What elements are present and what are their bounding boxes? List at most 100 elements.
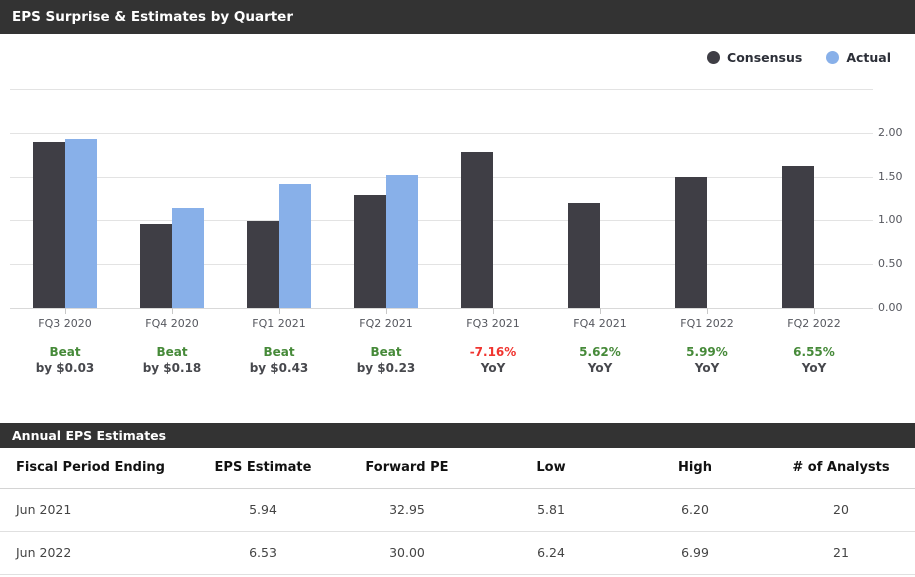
surprise-annotation: Beat by $0.18: [119, 344, 225, 376]
legend-label-actual: Actual: [846, 50, 891, 65]
consensus-swatch-icon: [707, 51, 721, 64]
column-header: Forward PE: [335, 448, 479, 489]
table-cell: 6.53: [191, 531, 335, 575]
annual-eps-section: Annual EPS Estimates Fiscal Period Endin…: [0, 423, 915, 575]
x-axis-label: FQ4 2020: [145, 317, 199, 330]
table-cell: 6.24: [479, 531, 623, 575]
consensus-bar[interactable]: [675, 176, 707, 308]
consensus-bar[interactable]: [354, 195, 386, 308]
consensus-bar[interactable]: [33, 141, 65, 308]
surprise-detail: by $0.43: [249, 361, 309, 375]
y-axis-label: 1.50: [878, 169, 903, 183]
x-axis-label: FQ1 2021: [252, 317, 306, 330]
table-cell: 21: [767, 531, 915, 575]
surprise-annotation: 5.62% YoY: [547, 344, 653, 376]
table-body: Jun 2021 5.94 32.95 5.81 6.20 20 Jun 2022 6.53 3…: [0, 488, 915, 575]
surprise-detail: by $0.03: [35, 361, 95, 375]
x-axis-tick: [813, 308, 815, 314]
chart-legend: Consensus Actual: [707, 50, 891, 65]
y-axis-label: 1.00: [878, 213, 903, 227]
x-axis-label: FQ2 2022: [787, 317, 841, 330]
table-section-title: Annual EPS Estimates: [12, 428, 167, 443]
surprise-value: Beat: [263, 345, 295, 359]
x-axis-tick: [599, 308, 601, 314]
consensus-bar[interactable]: [461, 152, 493, 308]
table-cell: 5.94: [191, 488, 335, 532]
x-axis-label: FQ1 2022: [680, 317, 734, 330]
x-axis-tick: [64, 308, 66, 314]
x-axis-label: FQ4 2021: [573, 317, 627, 330]
legend-label-consensus: Consensus: [727, 50, 803, 65]
surprise-detail: YoY: [694, 361, 720, 375]
table-cell: 6.20: [623, 488, 767, 532]
x-axis-tick: [171, 308, 173, 314]
surprise-detail: by $0.23: [356, 361, 416, 375]
eps-surprise-chart: Consensus Actual 2.00 1.50 1.00 0.50 0.00 FQ3…: [0, 34, 915, 423]
actual-bar[interactable]: [279, 183, 311, 308]
surprise-annotation: Beat by $0.03: [12, 344, 118, 376]
x-axis-tick: [706, 308, 708, 314]
gridline: [10, 308, 873, 309]
plot-area: 2.00 1.50 1.00 0.50 0.00 FQ3 2020 Beat by $0.03…: [0, 34, 915, 423]
actual-bar[interactable]: [65, 138, 97, 308]
table-row: Jun 2021 5.94 32.95 5.81 6.20 20: [0, 488, 915, 532]
gridline: [10, 89, 873, 90]
gridline: [10, 176, 873, 178]
table-cell: 6.99: [623, 531, 767, 575]
consensus-bar[interactable]: [782, 166, 814, 308]
table-cell: 32.95: [335, 488, 479, 532]
actual-bar[interactable]: [172, 208, 204, 308]
consensus-bar[interactable]: [247, 221, 279, 308]
surprise-annotation: Beat by $0.43: [226, 344, 332, 376]
surprise-value: -7.16%: [469, 345, 517, 359]
table-row: Jun 2022 6.53 30.00 6.24 6.99 21: [0, 531, 915, 575]
chart-section-header: EPS Surprise & Estimates by Quarter: [0, 0, 915, 34]
y-axis-label: 0.50: [878, 257, 903, 271]
table-cell: 20: [767, 488, 915, 532]
eps-surprise-section: EPS Surprise & Estimates by Quarter Cons…: [0, 0, 915, 423]
table-cell: 5.81: [479, 488, 623, 532]
x-axis-tick: [278, 308, 280, 314]
table-cell: Jun 2022: [0, 531, 191, 575]
surprise-annotation: -7.16% YoY: [440, 344, 546, 376]
gridline: [10, 264, 873, 266]
surprise-detail: YoY: [587, 361, 613, 375]
surprise-value: 6.55%: [793, 345, 835, 359]
column-header: EPS Estimate: [191, 448, 335, 489]
x-axis-label: FQ3 2021: [466, 317, 520, 330]
chart-section-title: EPS Surprise & Estimates by Quarter: [12, 9, 293, 25]
y-axis-label: 0.00: [878, 301, 903, 314]
surprise-annotation: Beat by $0.23: [333, 344, 439, 376]
x-axis-label: FQ3 2020: [38, 317, 92, 330]
consensus-bar[interactable]: [568, 202, 600, 308]
actual-bar[interactable]: [386, 174, 418, 308]
column-header: Fiscal Period Ending: [0, 448, 191, 489]
surprise-value: Beat: [49, 345, 81, 359]
surprise-detail: by $0.18: [142, 361, 202, 375]
surprise-value: 5.62%: [579, 345, 621, 359]
surprise-annotation: 5.99% YoY: [654, 344, 760, 376]
x-axis-tick: [492, 308, 494, 314]
gridline: [10, 132, 873, 134]
table-section-header: Annual EPS Estimates: [0, 423, 915, 448]
x-axis-label: FQ2 2021: [359, 317, 413, 330]
surprise-detail: YoY: [480, 361, 506, 375]
table-header-row: Fiscal Period Ending EPS Estimate Forward …: [0, 448, 915, 489]
surprise-value: Beat: [156, 345, 188, 359]
legend-item-consensus[interactable]: Consensus: [707, 50, 802, 65]
actual-swatch-icon: [826, 51, 840, 64]
column-header: Low: [479, 448, 623, 489]
legend-item-actual[interactable]: Actual: [826, 50, 891, 65]
x-axis-tick: [385, 308, 387, 314]
consensus-bar[interactable]: [140, 223, 172, 308]
annual-eps-table: Fiscal Period Ending EPS Estimate Forward …: [0, 448, 915, 575]
table-cell: Jun 2021: [0, 488, 191, 532]
surprise-value: 5.99%: [686, 345, 728, 359]
y-axis-label: 2.00: [878, 125, 903, 139]
surprise-value: Beat: [370, 345, 402, 359]
surprise-detail: YoY: [801, 361, 827, 375]
column-header: # of Analysts: [767, 448, 915, 489]
table-cell: 30.00: [335, 531, 479, 575]
surprise-annotation: 6.55% YoY: [761, 344, 867, 376]
